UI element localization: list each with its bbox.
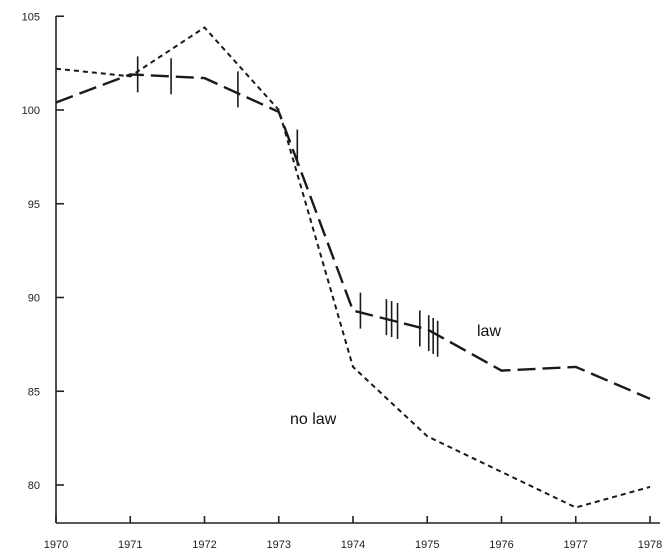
x-tick-label: 1973 [267, 539, 291, 551]
y-ticks: 80 85 90 95 100 105 [22, 11, 64, 492]
x-tick-label: 1971 [118, 539, 142, 551]
series-label-no-law: no law [290, 411, 337, 428]
x-tick-label: 1970 [44, 539, 68, 551]
y-tick-label: 100 [22, 105, 40, 117]
x-tick-label: 1978 [638, 539, 662, 551]
y-tick-label: 85 [28, 386, 40, 398]
series-label-law: law [477, 323, 501, 340]
series-layer [55, 26, 651, 509]
y-tick-label: 80 [28, 480, 40, 492]
series-line-law [55, 73, 651, 400]
x-tick-label: 1976 [489, 539, 513, 551]
x-tick-label: 1972 [192, 539, 216, 551]
x-tick-label: 1977 [564, 539, 588, 551]
x-ticks: 1970 1971 1972 1973 1974 1975 1976 1977 1978 [44, 516, 662, 551]
y-tick-label: 90 [28, 293, 40, 305]
x-tick-label: 1975 [415, 539, 439, 551]
law-change-marks [136, 56, 439, 357]
y-tick-label: 105 [22, 11, 40, 23]
x-tick-label: 1974 [341, 539, 365, 551]
series-line-no-law [55, 26, 651, 509]
y-tick-label: 95 [28, 199, 40, 211]
series-labels: law no law [290, 323, 501, 428]
